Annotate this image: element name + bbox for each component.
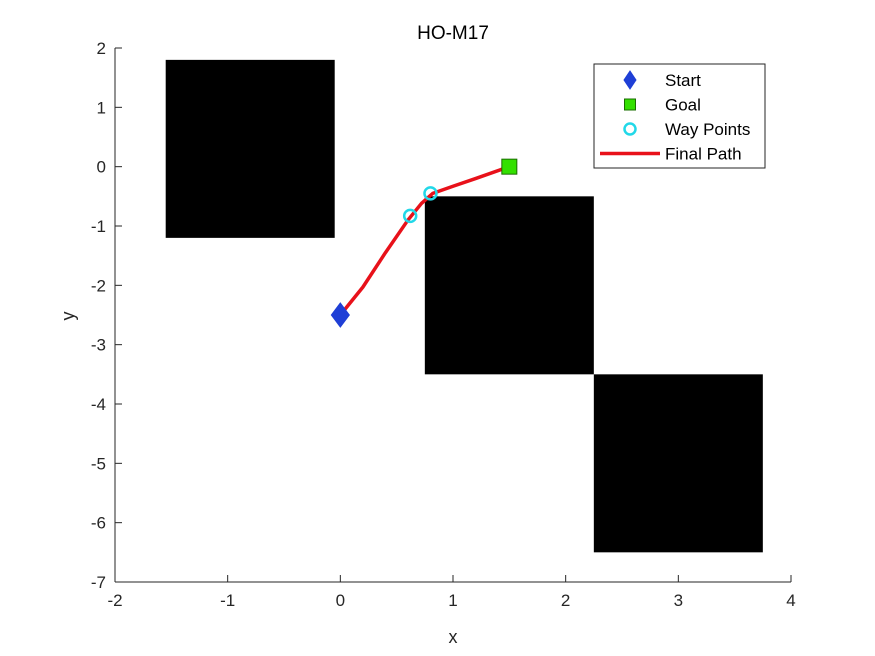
- x-axis-label: x: [449, 627, 458, 647]
- y-tick-label: 2: [97, 39, 106, 58]
- legend-label-way-points: Way Points: [665, 120, 750, 139]
- final-path-line: [338, 164, 512, 317]
- legend: Start Goal Way Points Final Path: [593, 63, 766, 169]
- y-tick-label: -2: [91, 276, 106, 295]
- legend-goal-marker: [624, 98, 636, 111]
- legend-box: [593, 63, 766, 169]
- legend-waypoint-marker: [623, 122, 637, 136]
- x-tick-label: 2: [561, 591, 570, 610]
- x-tick-label: -1: [220, 591, 235, 610]
- y-tick-label: -1: [91, 217, 106, 236]
- chart-title: HO-M17: [417, 23, 489, 44]
- obstacle-2: [424, 196, 594, 375]
- obstacle-1: [165, 59, 335, 238]
- y-tick-label: -6: [91, 514, 106, 533]
- legend-label-start: Start: [665, 71, 701, 90]
- x-tick-label: 4: [786, 591, 795, 610]
- legend-label-goal: Goal: [665, 96, 701, 115]
- x-tick-label: 3: [674, 591, 683, 610]
- tick-labels: -2 -1 0 1 2 3 4 2 1 0 -1 -2 -3 -4 -5 -6 -7: [91, 39, 796, 610]
- start-marker: [330, 302, 350, 328]
- x-tick-label: 0: [336, 591, 345, 610]
- waypoint-marker-1: [402, 208, 418, 224]
- x-tick-label: 1: [448, 591, 457, 610]
- y-tick-label: 0: [97, 158, 106, 177]
- y-tick-label: -7: [91, 573, 106, 592]
- x-tick-label: -2: [107, 591, 122, 610]
- legend-start-marker: [623, 70, 637, 90]
- final-path-layer: [338, 164, 512, 317]
- y-tick-label: -5: [91, 454, 106, 473]
- y-tick-label: -4: [91, 395, 106, 414]
- obstacle-3: [593, 374, 763, 553]
- markers-layer: [330, 158, 518, 328]
- y-axis-label: y: [58, 312, 78, 321]
- waypoint-marker-2: [423, 186, 438, 201]
- legend-label-final-path: Final Path: [665, 145, 742, 164]
- y-tick-label: -3: [91, 336, 106, 355]
- y-tick-label: 1: [97, 98, 106, 117]
- axes: [114, 47, 792, 583]
- obstacles: [165, 59, 763, 553]
- goal-marker: [501, 158, 518, 175]
